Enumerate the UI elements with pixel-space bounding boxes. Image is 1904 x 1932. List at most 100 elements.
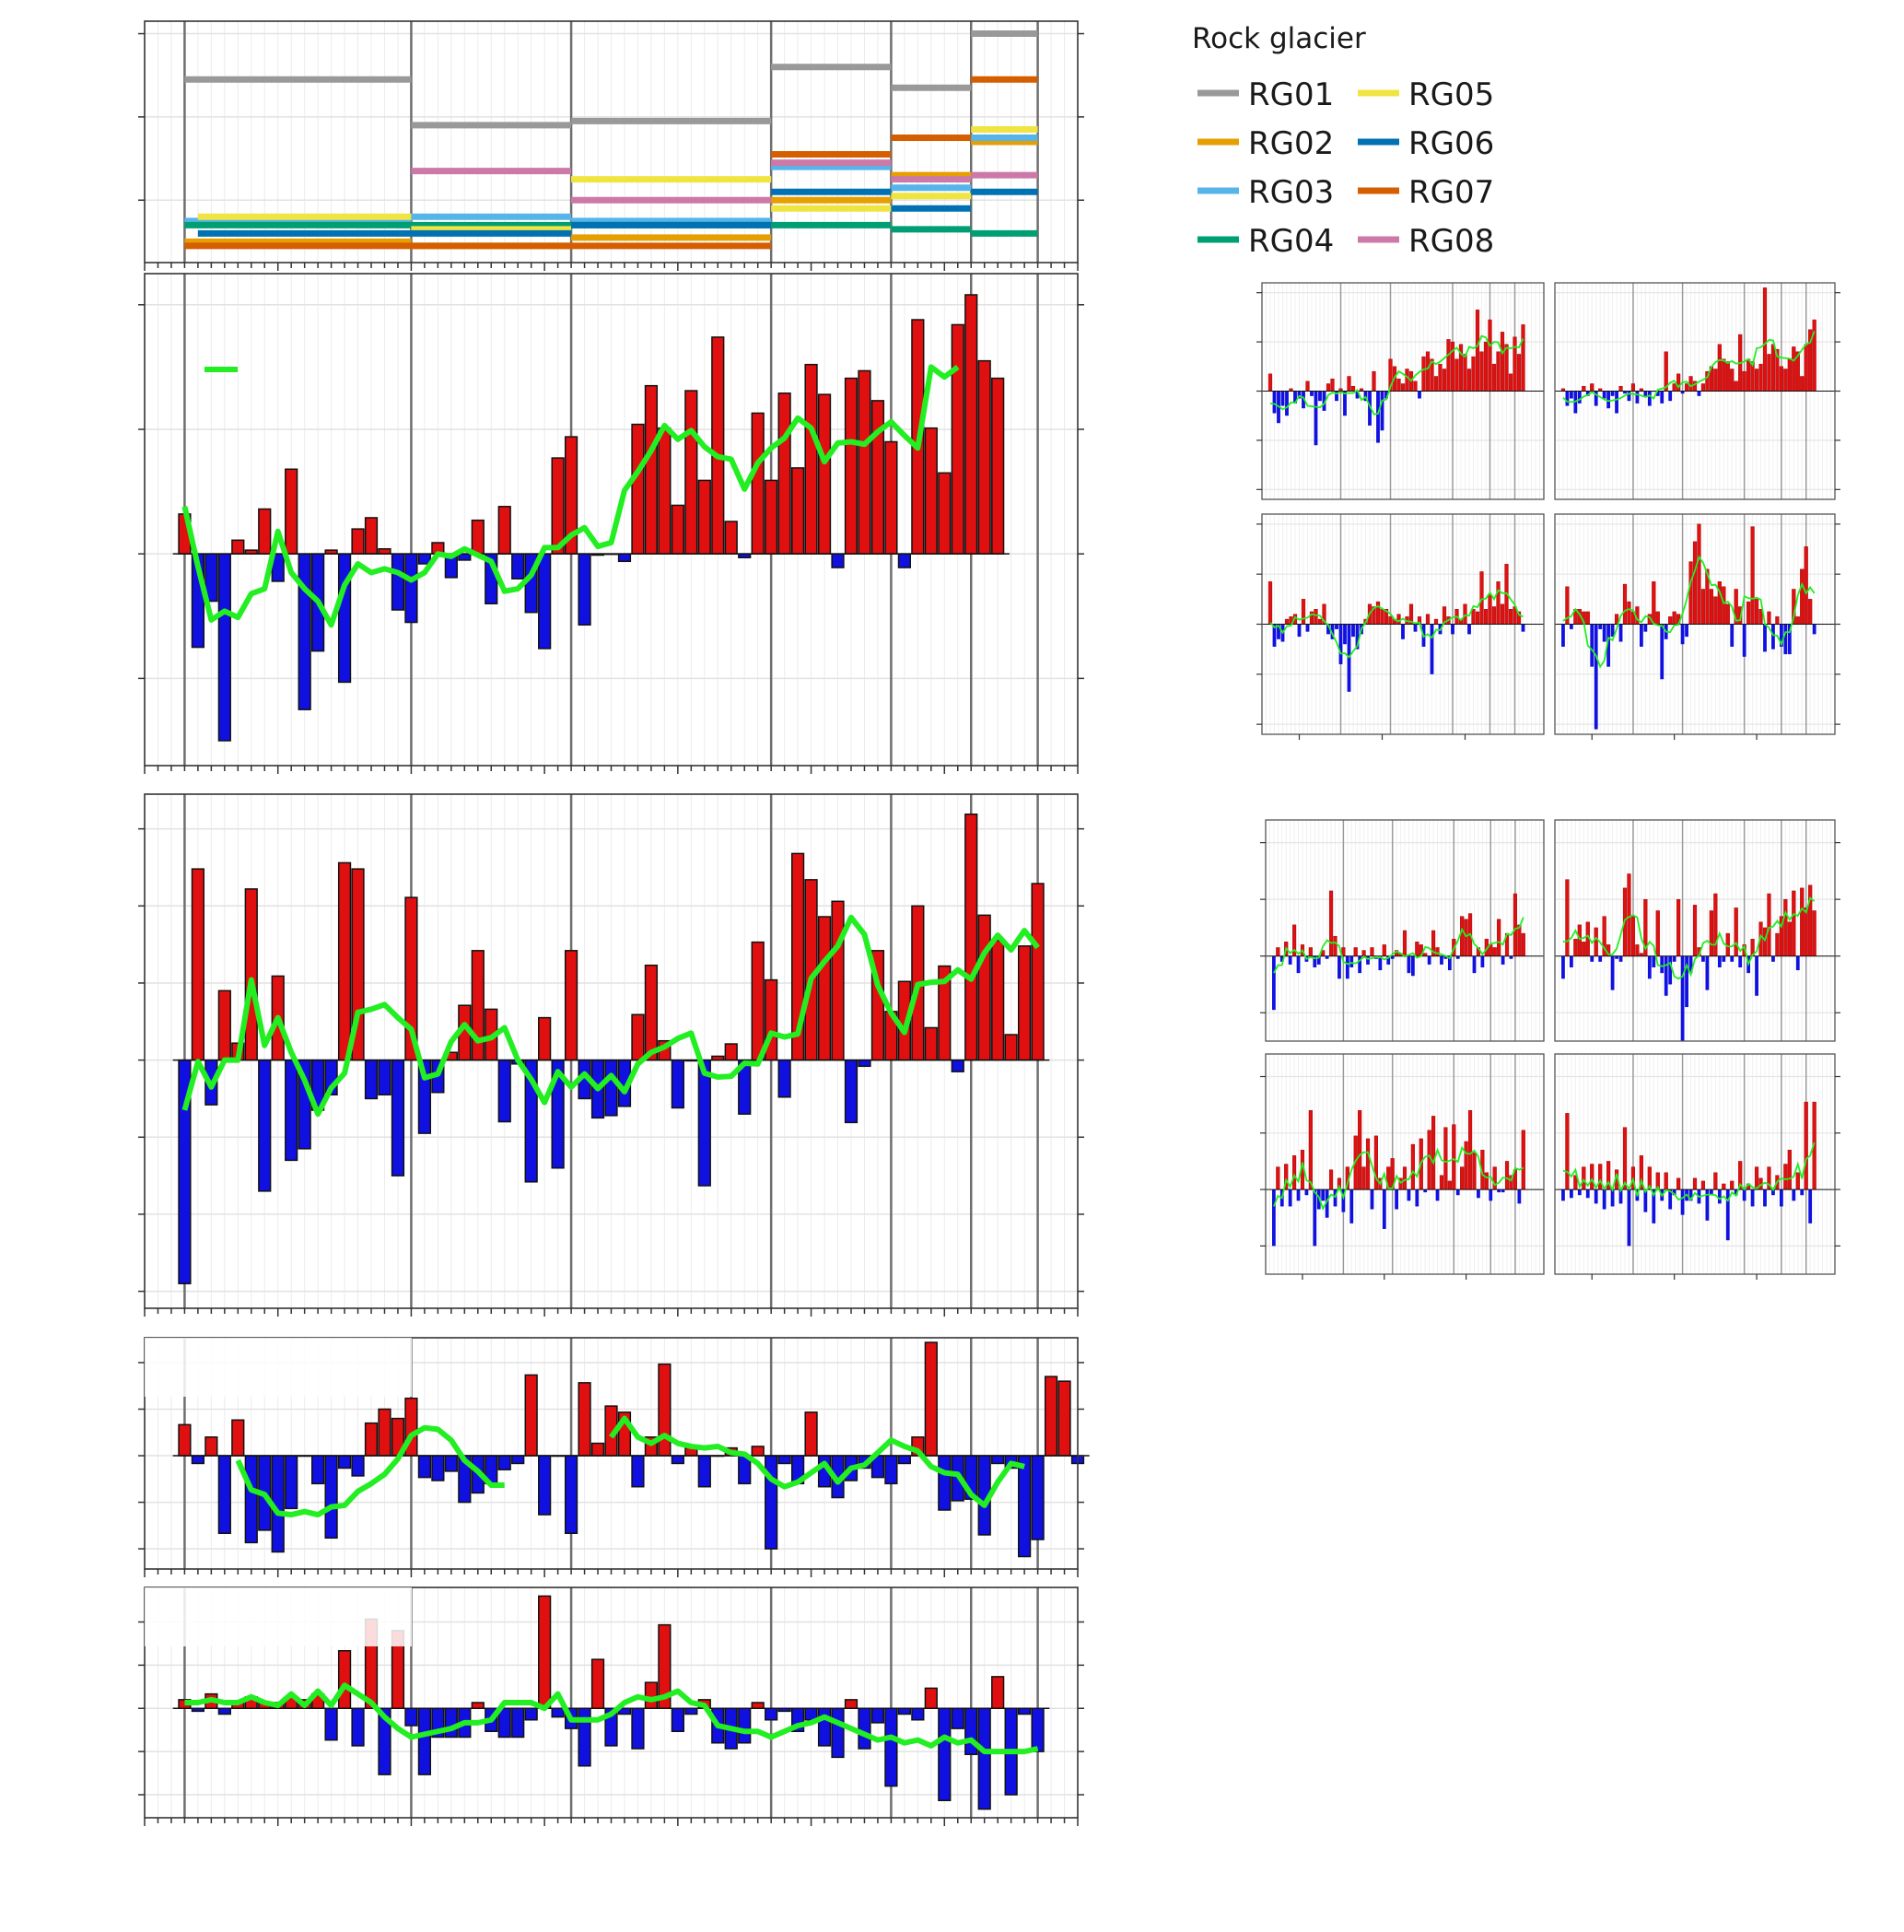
- bar-negative: [1521, 624, 1525, 632]
- bar-negative: [431, 1455, 445, 1481]
- bar-positive: [1425, 351, 1431, 392]
- bar-positive: [1668, 616, 1673, 625]
- bar-negative: [1316, 955, 1321, 965]
- bar-positive: [658, 427, 672, 555]
- bar-positive: [644, 384, 659, 555]
- legend-item-rg04: RG04: [1197, 223, 1334, 260]
- bar-positive: [217, 989, 231, 1061]
- bar-negative: [458, 553, 472, 561]
- bar-negative: [765, 1455, 778, 1550]
- bar-negative: [1717, 1189, 1722, 1204]
- bar-positive: [1775, 616, 1780, 625]
- bar-positive: [1730, 1180, 1735, 1190]
- legend-label-rg01: RG01: [1248, 76, 1334, 113]
- bar-negative: [1643, 624, 1648, 632]
- bar-negative: [1333, 1189, 1337, 1207]
- bar-positive: [590, 1442, 605, 1457]
- bar-positive: [1630, 916, 1636, 956]
- bar-positive: [1787, 1149, 1792, 1190]
- bar-positive: [1388, 616, 1393, 625]
- bar-positive: [1577, 924, 1582, 956]
- legend-label-rg05: RG05: [1408, 76, 1494, 113]
- bar-positive: [658, 1363, 672, 1457]
- bar-negative: [1325, 1189, 1329, 1218]
- bar-positive: [1521, 932, 1525, 956]
- bar-positive: [924, 1687, 938, 1709]
- bar-negative: [1318, 391, 1322, 402]
- legend-label-rg03: RG03: [1248, 174, 1334, 211]
- bar-positive: [1488, 593, 1492, 625]
- bar-negative: [1455, 1189, 1460, 1196]
- subplot-autumn: [1256, 513, 1545, 740]
- bar-negative: [1585, 391, 1590, 396]
- bar-negative: [538, 553, 552, 650]
- bar-negative: [1413, 624, 1418, 632]
- bar-positive: [1622, 583, 1628, 625]
- bar-negative: [1561, 624, 1565, 647]
- bar-positive: [1504, 344, 1509, 392]
- bar-negative: [1742, 1189, 1746, 1201]
- bar-negative: [631, 1455, 645, 1488]
- bar-negative: [511, 1707, 525, 1739]
- bar-negative: [1401, 624, 1405, 639]
- bar-positive: [1775, 932, 1780, 956]
- bar-negative: [324, 1707, 338, 1741]
- bar-positive: [1475, 310, 1480, 392]
- bar-positive: [804, 363, 818, 555]
- bar-negative: [391, 553, 405, 611]
- bar-negative: [1569, 391, 1573, 399]
- bar-negative: [1384, 391, 1388, 399]
- bar-negative: [1386, 955, 1391, 965]
- bar-negative: [1627, 391, 1631, 402]
- bar-negative: [1615, 391, 1618, 414]
- panel-snow-cover-onset: [138, 1337, 1090, 1577]
- bar-negative: [1783, 624, 1788, 655]
- bar-positive: [1792, 346, 1796, 392]
- bar-negative: [1561, 955, 1565, 979]
- bar-positive: [1496, 581, 1501, 625]
- bar-negative: [1594, 624, 1598, 730]
- bar-negative: [1455, 955, 1460, 959]
- bar-positive: [578, 1382, 591, 1457]
- bar-negative: [1480, 955, 1485, 967]
- bar-negative: [1647, 955, 1652, 979]
- legend-label-rg06: RG06: [1408, 125, 1494, 162]
- bar-positive: [790, 467, 805, 555]
- bar-positive: [1472, 1153, 1477, 1190]
- bar-negative: [1338, 624, 1343, 664]
- bar-negative: [1277, 624, 1280, 639]
- bar-negative: [1606, 624, 1611, 667]
- bar-negative: [1680, 1189, 1685, 1215]
- bar-positive: [590, 1658, 605, 1709]
- bar-positive: [1787, 358, 1792, 392]
- bar-negative: [217, 1707, 231, 1715]
- bar-positive: [924, 1341, 938, 1457]
- bar-negative: [1368, 391, 1372, 426]
- bar-positive: [1676, 1177, 1681, 1190]
- bar-negative: [1652, 1189, 1656, 1224]
- bar-positive: [1697, 523, 1701, 625]
- bar-negative: [1288, 955, 1292, 965]
- bar-negative: [938, 1707, 952, 1801]
- bar-positive: [378, 1408, 391, 1457]
- bar-positive: [1783, 1164, 1788, 1190]
- bar-positive: [564, 950, 578, 1061]
- bar-negative: [578, 1707, 591, 1767]
- bar-positive: [1746, 358, 1751, 392]
- bar-negative: [1701, 955, 1705, 962]
- running-mean-line: [181, 364, 960, 628]
- bar-negative: [671, 1707, 684, 1732]
- bar-positive: [1301, 599, 1306, 625]
- bar-positive: [1479, 351, 1484, 392]
- bar-positive: [1762, 927, 1768, 956]
- bar-negative: [1594, 391, 1598, 406]
- annotation-background: [145, 1338, 412, 1397]
- bar-positive: [1795, 616, 1800, 625]
- bar-negative: [1489, 1189, 1493, 1201]
- bar-positive: [191, 868, 205, 1061]
- bar-positive: [1722, 1183, 1726, 1190]
- bar-positive: [724, 1043, 738, 1061]
- bar-positive: [178, 1423, 192, 1457]
- bar-negative: [1378, 955, 1383, 971]
- bar-positive: [1521, 324, 1525, 392]
